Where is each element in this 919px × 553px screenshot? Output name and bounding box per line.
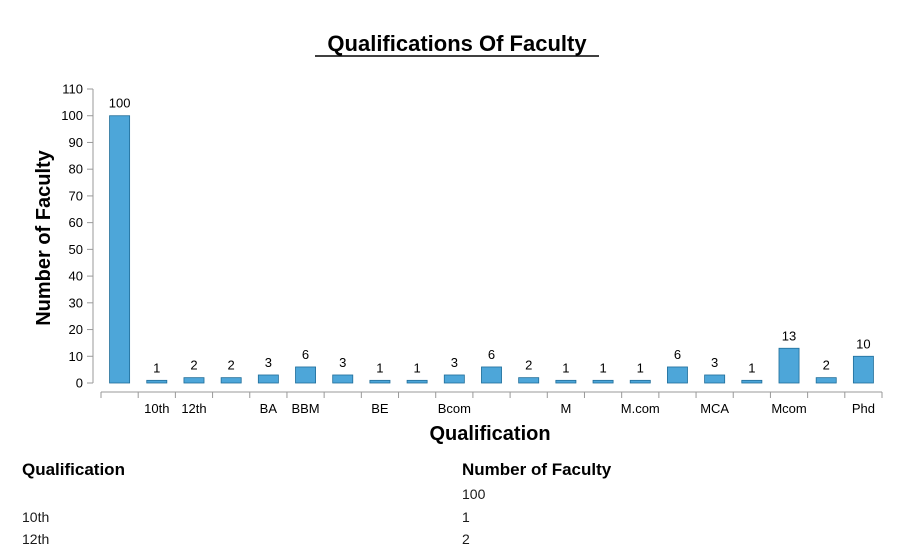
bar — [852, 355, 874, 384]
data-label: 1 — [599, 360, 606, 375]
bar-series — [109, 115, 874, 384]
data-label: 2 — [228, 358, 235, 373]
y-tick-label: 10 — [69, 349, 83, 364]
data-label: 3 — [711, 355, 718, 370]
y-tick-label: 110 — [62, 82, 83, 97]
bar — [629, 379, 651, 384]
y-tick-label: 40 — [69, 269, 83, 284]
data-label: 1 — [414, 360, 421, 375]
bar — [518, 377, 540, 384]
table-cell-count: 1 — [462, 509, 470, 525]
data-label: 2 — [823, 358, 830, 373]
table-header-qualification: Qualification — [22, 460, 125, 479]
x-tick-label: M — [560, 401, 571, 416]
data-label: 1 — [637, 360, 644, 375]
table-row: 10th 1 — [0, 509, 919, 531]
table-cell-count: 2 — [462, 531, 470, 547]
bar — [592, 379, 614, 384]
table-cell-count: 100 — [462, 486, 486, 502]
bar — [667, 366, 688, 384]
x-tick-label: Phd — [852, 401, 875, 416]
x-tick-label: Bcom — [438, 401, 471, 416]
bar — [369, 379, 391, 384]
bar — [481, 366, 502, 384]
y-tick-label: 20 — [69, 322, 83, 337]
bar — [220, 377, 242, 384]
y-axis-ticks: 0 10 20 30 40 50 60 70 80 90 100 110 — [61, 82, 93, 391]
table-cell-qualification: 10th — [22, 509, 50, 525]
data-label: 1 — [376, 360, 383, 375]
y-tick-label: 50 — [69, 242, 83, 257]
y-tick-label: 80 — [69, 162, 83, 177]
table-cell-qualification: 12th — [22, 531, 50, 547]
y-tick-label: 90 — [69, 135, 83, 150]
bar — [183, 377, 205, 384]
bar — [443, 374, 465, 384]
bar — [109, 115, 131, 384]
data-label: 1 — [748, 360, 755, 375]
data-label: 6 — [674, 347, 681, 362]
y-tick-label: 70 — [69, 188, 83, 203]
data-label: 1 — [562, 360, 569, 375]
x-tick-label: MCA — [700, 401, 729, 416]
bar — [295, 366, 316, 384]
x-axis-ticks: 10th 12th BA BBM BE Bcom M M.com MCA Mcom Phd — [100, 392, 883, 416]
data-label: 3 — [265, 355, 272, 370]
bar — [741, 379, 763, 384]
bar — [778, 347, 800, 384]
table-row: 100 — [0, 486, 919, 508]
y-tick-label: 100 — [61, 108, 83, 123]
x-tick-label: BA — [260, 401, 278, 416]
x-tick-label: BE — [371, 401, 389, 416]
data-label: 2 — [525, 358, 532, 373]
x-tick-label: M.com — [621, 401, 660, 416]
data-label: 3 — [339, 355, 346, 370]
bar — [704, 374, 726, 384]
x-axis-title: Qualification — [429, 423, 550, 445]
bar — [257, 374, 279, 384]
y-tick-label: 0 — [76, 376, 83, 391]
x-tick-label: 12th — [181, 401, 206, 416]
data-label: 1 — [153, 360, 160, 375]
x-tick-label: BBM — [291, 401, 319, 416]
data-label: 3 — [451, 355, 458, 370]
bar-chart: Qualifications Of Faculty Number of Facu… — [33, 31, 883, 445]
data-label: 10 — [856, 336, 870, 351]
x-tick-label: Mcom — [771, 401, 806, 416]
bar — [332, 374, 354, 384]
data-label: 6 — [302, 347, 309, 362]
table-row: 12th 2 — [0, 531, 919, 553]
data-label: 13 — [782, 328, 796, 343]
bar — [406, 379, 428, 384]
table-header-number-of-faculty: Number of Faculty — [462, 460, 612, 479]
data-label: 6 — [488, 347, 495, 362]
bar — [815, 377, 837, 384]
data-label: 100 — [109, 96, 131, 111]
bar — [146, 379, 168, 384]
data-label: 2 — [190, 358, 197, 373]
chart-title: Qualifications Of Faculty — [327, 31, 587, 56]
x-tick-label: 10th — [144, 401, 169, 416]
bar — [555, 379, 577, 384]
y-axis-title: Number of Faculty — [33, 149, 55, 325]
y-tick-label: 30 — [69, 295, 83, 310]
y-tick-label: 60 — [69, 215, 83, 230]
